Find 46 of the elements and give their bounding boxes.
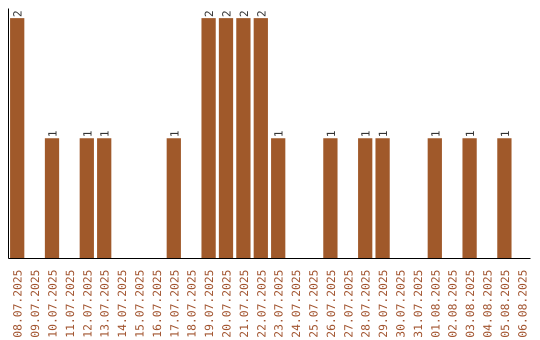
data-label: 1 bbox=[272, 130, 286, 138]
x-tick-label: 05.08.2025 bbox=[498, 270, 512, 338]
x-tick-label: 15.07.2025 bbox=[132, 270, 146, 338]
x-tick-label: 13.07.2025 bbox=[98, 270, 112, 338]
x-tick-label: 04.08.2025 bbox=[480, 270, 494, 338]
x-tick-label: 14.07.2025 bbox=[115, 270, 130, 338]
x-tick-label: 11.07.2025 bbox=[62, 270, 77, 338]
x-tick-label: 28.07.2025 bbox=[358, 270, 373, 338]
x-tick-label: 25.07.2025 bbox=[306, 270, 320, 338]
x-tick-label: 01.08.2025 bbox=[428, 270, 442, 338]
data-label: 1 bbox=[428, 130, 442, 138]
x-tick-label: 26.07.2025 bbox=[324, 270, 338, 338]
data-label: 2 bbox=[220, 10, 234, 18]
x-tick-label: 22.07.2025 bbox=[254, 270, 268, 338]
x-tick-label: 21.07.2025 bbox=[236, 270, 251, 338]
x-tick-label: 17.07.2025 bbox=[167, 270, 182, 338]
x-tick-label: 19.07.2025 bbox=[202, 270, 216, 338]
data-label: 1 bbox=[167, 130, 182, 138]
x-tick-label: 30.07.2025 bbox=[394, 270, 408, 338]
data-label: 1 bbox=[463, 130, 478, 138]
data-label: 2 bbox=[10, 10, 25, 18]
data-label: 1 bbox=[80, 130, 94, 138]
data-label: 1 bbox=[98, 130, 112, 138]
data-label: 1 bbox=[498, 130, 512, 138]
x-tick-label: 03.08.2025 bbox=[463, 270, 478, 338]
x-tick-label: 09.07.2025 bbox=[28, 270, 42, 338]
x-tick-label: 08.07.2025 bbox=[10, 270, 25, 338]
x-tick-label: 20.07.2025 bbox=[220, 270, 234, 338]
x-tick-label: 12.07.2025 bbox=[80, 270, 94, 338]
x-tick-label: 24.07.2025 bbox=[289, 270, 304, 338]
data-label: 2 bbox=[236, 10, 251, 18]
data-label: 1 bbox=[324, 130, 338, 138]
data-label: 1 bbox=[46, 130, 60, 138]
x-tick-label: 31.07.2025 bbox=[410, 270, 425, 338]
x-tick-label: 18.07.2025 bbox=[184, 270, 199, 338]
data-label: 1 bbox=[358, 130, 373, 138]
x-tick-label: 23.07.2025 bbox=[272, 270, 286, 338]
x-tick-label: 16.07.2025 bbox=[150, 270, 164, 338]
data-label: 2 bbox=[254, 10, 268, 18]
x-tick-label: 27.07.2025 bbox=[341, 270, 356, 338]
data-label: 1 bbox=[376, 130, 390, 138]
x-tick-label: 29.07.2025 bbox=[376, 270, 390, 338]
x-tick-label: 10.07.2025 bbox=[46, 270, 60, 338]
data-label: 2 bbox=[202, 10, 216, 18]
x-tick-label: 06.08.2025 bbox=[515, 270, 530, 338]
x-tick-label: 02.08.2025 bbox=[446, 270, 460, 338]
